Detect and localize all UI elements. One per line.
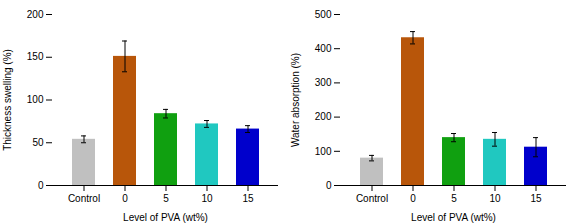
svg-text:0: 0 (326, 180, 332, 191)
svg-text:Level of PVA (wt%): Level of PVA (wt%) (123, 212, 208, 223)
svg-text:100: 100 (27, 94, 44, 105)
svg-text:0: 0 (38, 180, 44, 191)
svg-text:15: 15 (242, 193, 254, 204)
svg-text:Control: Control (356, 193, 388, 204)
svg-text:50: 50 (32, 137, 44, 148)
svg-text:5: 5 (163, 193, 169, 204)
svg-text:400: 400 (315, 43, 332, 54)
svg-text:100: 100 (315, 146, 332, 157)
svg-text:Water absorption (%): Water absorption (%) (290, 53, 301, 147)
svg-text:300: 300 (315, 77, 332, 88)
svg-text:5: 5 (451, 193, 457, 204)
svg-text:200: 200 (27, 9, 44, 20)
svg-text:Level of PVA (wt%): Level of PVA (wt%) (411, 212, 496, 223)
svg-text:0: 0 (410, 193, 416, 204)
svg-text:0: 0 (122, 193, 128, 204)
svg-text:Control: Control (68, 193, 100, 204)
svg-text:10: 10 (489, 193, 501, 204)
svg-text:150: 150 (27, 51, 44, 62)
svg-text:500: 500 (315, 9, 332, 20)
svg-text:10: 10 (201, 193, 213, 204)
svg-text:15: 15 (530, 193, 542, 204)
svg-text:Thickness swelling (%): Thickness swelling (%) (2, 49, 13, 151)
svg-text:200: 200 (315, 111, 332, 122)
